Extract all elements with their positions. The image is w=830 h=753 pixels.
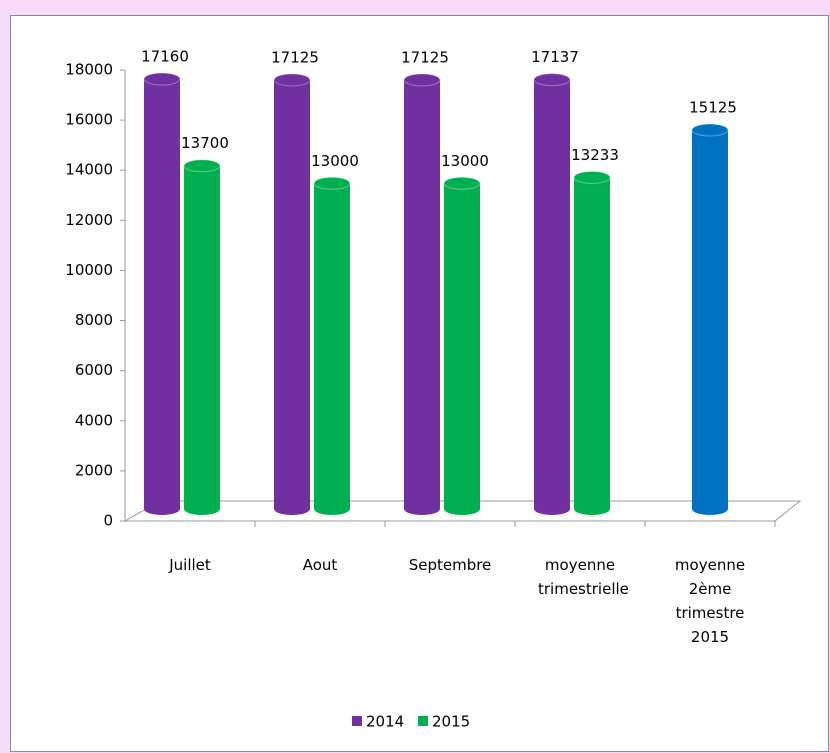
data-label: 13000 xyxy=(441,152,489,170)
legend-label: 2014 xyxy=(366,713,404,731)
bar-top xyxy=(533,73,571,87)
y-tick-label: 16000 xyxy=(65,111,113,129)
x-tick-label: Septembre xyxy=(408,556,492,574)
y-tick-label: 10000 xyxy=(65,261,113,279)
bar-top xyxy=(273,73,311,87)
bar-body xyxy=(274,79,310,509)
data-label: 15125 xyxy=(689,99,737,117)
bar xyxy=(313,176,351,515)
y-tick-label: 6000 xyxy=(75,361,113,379)
bar-body xyxy=(534,79,570,509)
bar-base xyxy=(184,503,220,515)
bar-body xyxy=(144,79,180,510)
data-label: 17125 xyxy=(271,48,319,66)
bar-top xyxy=(691,123,729,137)
bar-body xyxy=(444,183,480,509)
x-tick-label: Aout xyxy=(302,556,338,574)
y-tick-label: 14000 xyxy=(65,161,113,179)
bar xyxy=(443,176,481,515)
bar xyxy=(143,72,181,515)
x-tick-label: moyenne trimestrielle xyxy=(538,556,629,598)
bar xyxy=(533,73,571,515)
bar-base xyxy=(404,503,440,515)
bar-top xyxy=(183,159,221,173)
bar-base xyxy=(314,503,350,515)
data-label: 17125 xyxy=(401,48,449,66)
x-tick-label: Juillet xyxy=(169,556,211,574)
bar-base xyxy=(274,503,310,515)
bar xyxy=(403,73,441,515)
y-tick-label: 4000 xyxy=(75,411,113,429)
bar-base xyxy=(534,503,570,515)
bar-base xyxy=(444,503,480,515)
bar-body xyxy=(574,177,610,510)
bar xyxy=(691,123,729,515)
y-tick-label: 18000 xyxy=(65,61,113,79)
data-label: 13700 xyxy=(181,134,229,152)
legend-swatch xyxy=(352,716,362,726)
legend-swatch xyxy=(418,716,428,726)
bar-base xyxy=(692,503,728,515)
data-label: 17160 xyxy=(141,48,189,66)
bar-top xyxy=(443,176,481,190)
bar xyxy=(573,170,611,515)
x-tick-label: moyenne 2ème trimestre 2015 xyxy=(674,556,746,646)
bar-body xyxy=(692,130,728,509)
bar-base xyxy=(574,503,610,515)
y-tick-label: 0 xyxy=(103,512,113,530)
y-tick-label: 12000 xyxy=(65,211,113,229)
bar-body xyxy=(314,183,350,509)
bar-top xyxy=(573,170,611,184)
data-label: 13233 xyxy=(571,146,619,164)
y-tick-label: 2000 xyxy=(75,461,113,479)
bar-top xyxy=(313,176,351,190)
bar xyxy=(183,159,221,515)
data-label: 17137 xyxy=(531,48,579,66)
bar-base xyxy=(144,503,180,515)
bar xyxy=(273,73,311,515)
bar-top xyxy=(403,73,441,87)
y-tick-label: 8000 xyxy=(75,311,113,329)
bar-top xyxy=(143,72,181,86)
data-label: 13000 xyxy=(311,152,359,170)
legend-label: 2015 xyxy=(432,713,470,731)
bar-body xyxy=(184,165,220,509)
bar-body xyxy=(404,79,440,509)
